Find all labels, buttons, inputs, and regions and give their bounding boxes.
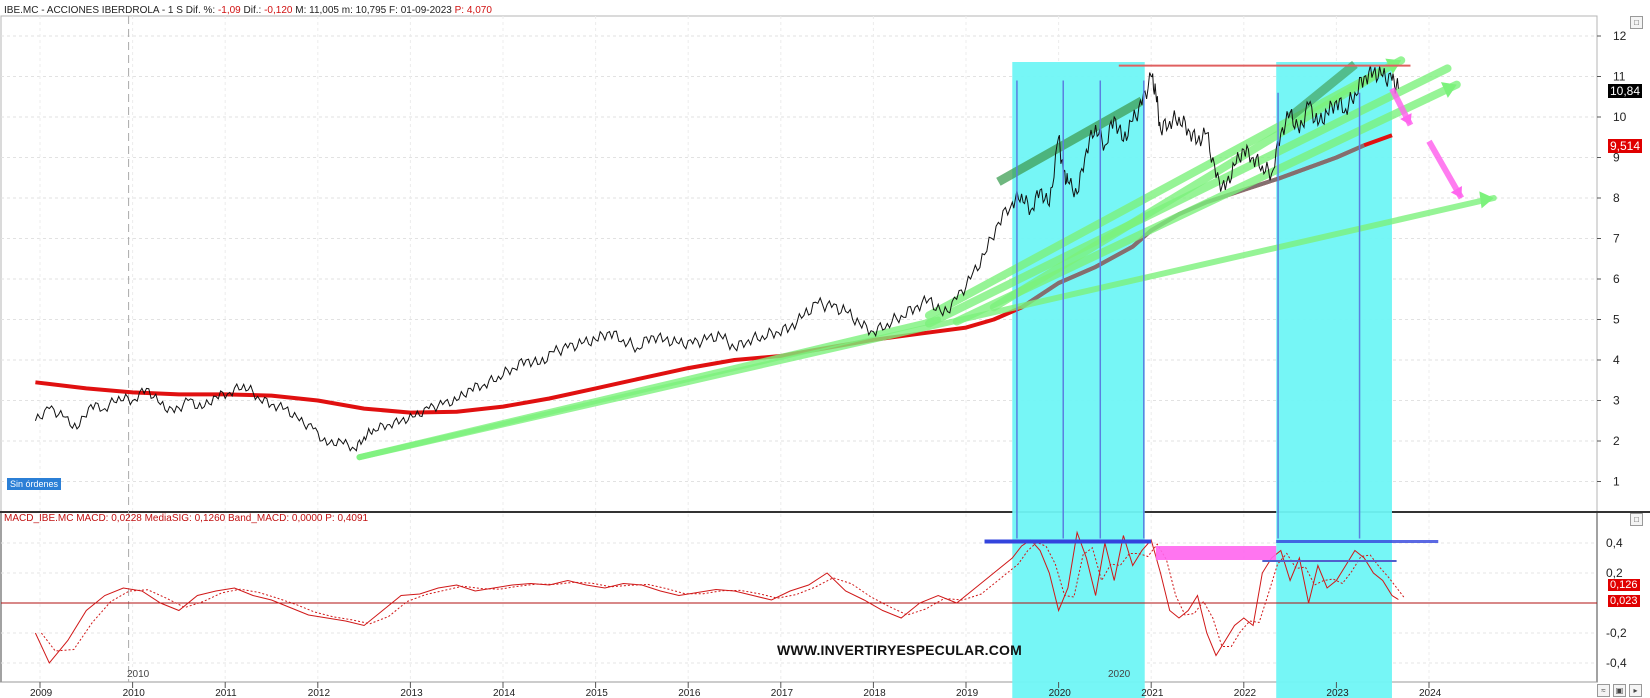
macd-header: MACD_IBE.MC MACD: 0,0228 MediaSIG: 0,126… [4, 513, 369, 524]
arrow-head [1479, 191, 1494, 209]
y-tick-label: 11 [1613, 70, 1626, 84]
orders-badge[interactable]: Sin órdenes [7, 478, 62, 490]
y-tick-label: 4 [1613, 353, 1620, 367]
y-tick-label: 9 [1613, 151, 1620, 165]
save-icon[interactable]: ▣ [1613, 684, 1626, 697]
max-value: 11,005 [309, 5, 339, 16]
arrow-head [1450, 186, 1462, 198]
y-tick-label: 12 [1613, 29, 1627, 43]
price-line [34, 65, 1399, 452]
last-price-badge: 10,84 [1608, 84, 1643, 98]
scroll-right-icon[interactable]: ▸ [1629, 684, 1642, 697]
watermark: WWW.INVERTIRYESPECULAR.COM [777, 642, 1023, 658]
arrow-head [1400, 113, 1412, 126]
trend-arrow [1287, 60, 1358, 121]
trend-line [924, 64, 1452, 328]
y-tick-label: 10 [1613, 110, 1627, 124]
min-value: 10,795 [355, 5, 387, 16]
y-tick-label: 2 [1613, 434, 1620, 448]
dif-value: -0,120 [264, 5, 293, 16]
y-tick-label: 1 [1613, 475, 1620, 489]
x-tick-label: 2019 [956, 688, 979, 698]
x-tick-label: 2018 [863, 688, 886, 698]
pink-arrow [1426, 139, 1465, 200]
macd-highlight [1155, 546, 1277, 560]
price-header: IBE.MC - ACCIONES IBERDROLA - 1 S Dif. %… [4, 5, 492, 16]
x-tick-label: 2012 [308, 688, 331, 698]
trend-line [356, 316, 942, 461]
x-tick-label: 2009 [30, 688, 53, 698]
x-tick-label: 2020 [1049, 688, 1072, 698]
macd-line [34, 530, 1399, 664]
x-tick-label: 2017 [771, 688, 794, 698]
x-tick-label: 2014 [493, 688, 516, 698]
macd-y-tick-label: -0,2 [1606, 626, 1627, 640]
macd-y-tick-label: 0,4 [1606, 536, 1623, 550]
y-tick-label: 7 [1613, 232, 1620, 246]
ma-value-badge: 9,514 [1608, 139, 1643, 153]
symbol-label: IBE.MC - ACCIONES IBERDROLA - 1 S [4, 5, 183, 16]
macd-value-badge: 0,023 [1608, 595, 1640, 607]
y-tick-label: 8 [1613, 191, 1620, 205]
dif-pct-value: -1,09 [217, 5, 241, 16]
x-tick-label: 2015 [586, 688, 609, 698]
x-tick-label: 2011 [215, 688, 237, 698]
macd-y-tick-label: -0,4 [1606, 656, 1627, 670]
macd-signal-line [41, 541, 1405, 652]
maximize-panel-icon[interactable]: □ [1630, 16, 1643, 29]
macd-y-tick-label: 0,2 [1606, 566, 1623, 580]
macd-signal-badge: 0,126 [1608, 579, 1640, 591]
date-value: 01-09-2023 [400, 5, 452, 16]
y-tick-label: 3 [1613, 394, 1620, 408]
x-tick-label: 2022 [1234, 688, 1257, 698]
x-tick-label: 2021 [1141, 688, 1164, 698]
x-tick-label: 2024 [1419, 688, 1442, 698]
p-value: 4,070 [466, 5, 492, 16]
trend-arrow [996, 96, 1145, 186]
trend-line [989, 72, 1378, 312]
maximize-macd-icon[interactable]: □ [1630, 513, 1643, 526]
arrow-head [1440, 82, 1457, 98]
x-tick-label: 2010 [123, 688, 146, 698]
highlight-band [1276, 62, 1392, 698]
x-tick-label: 2023 [1326, 688, 1349, 698]
divider-label: 2010 [127, 669, 150, 680]
scale-icon[interactable]: ≈ [1597, 684, 1610, 697]
x-tick-label: 2013 [400, 688, 423, 698]
highlight-band [1012, 62, 1145, 698]
x-tick-label: 2016 [678, 688, 701, 698]
y-tick-label: 5 [1613, 313, 1620, 327]
divider-label: 2020 [1108, 669, 1131, 680]
y-tick-label: 6 [1613, 272, 1620, 286]
